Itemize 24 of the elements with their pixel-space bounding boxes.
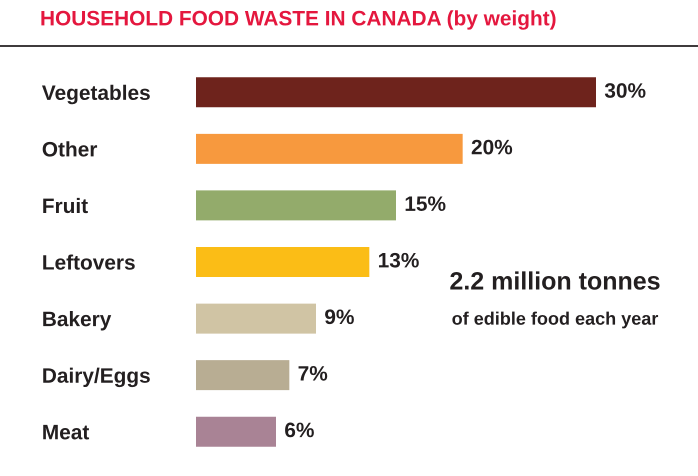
data-label: 7% (298, 366, 328, 381)
data-label: 20% (472, 140, 512, 154)
bar (196, 360, 290, 390)
y-tick-label: Leftovers (43, 254, 135, 270)
chart-title: HOUSEHOLD FOOD WASTE IN CANADA (by weight) (41, 10, 556, 30)
bar (196, 190, 396, 220)
bar (196, 247, 370, 277)
y-tick-label: Meat (43, 424, 90, 440)
y-tick-label: Vegetables (42, 84, 150, 104)
bar (196, 304, 316, 334)
data-label: 13% (378, 252, 419, 268)
data-label: 30% (604, 83, 646, 98)
bar (196, 134, 463, 164)
annotation: of edible food each year (452, 312, 658, 328)
data-label: 15% (406, 196, 446, 212)
y-tick-label: Bakery (43, 311, 112, 330)
data-label: 6% (285, 422, 314, 438)
y-tick-label: Other (42, 141, 98, 157)
y-tick-label: Fruit (43, 198, 88, 214)
bar (196, 77, 596, 108)
annotation: 2.2 million tonnes (450, 271, 660, 290)
data-label: 9% (325, 309, 354, 324)
bar (196, 416, 276, 447)
y-tick-label: Dairy/Eggs (43, 368, 150, 388)
